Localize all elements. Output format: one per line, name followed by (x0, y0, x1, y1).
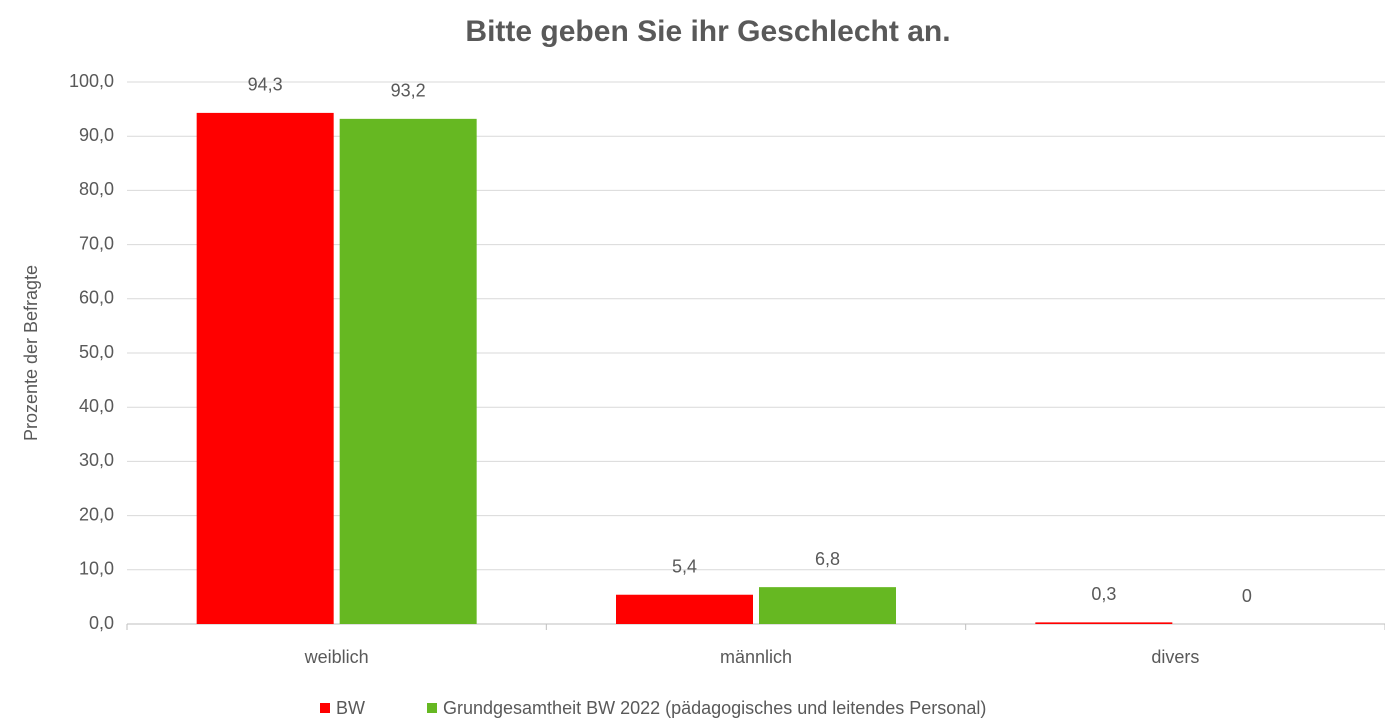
x-tick-label: divers (1151, 647, 1199, 667)
legend-swatch (320, 703, 330, 713)
y-tick-label: 30,0 (79, 450, 114, 470)
y-tick-label: 0,0 (89, 613, 114, 633)
data-label: 5,4 (672, 556, 697, 576)
y-tick-label: 90,0 (79, 125, 114, 145)
y-tick-label: 70,0 (79, 233, 114, 253)
chart-title: Bitte geben Sie ihr Geschlecht an. (465, 15, 950, 48)
x-tick-label: männlich (720, 647, 792, 667)
bar (616, 594, 753, 624)
y-axis-label: Prozente der Befragte (21, 265, 41, 441)
data-label: 94,3 (248, 75, 283, 95)
y-tick-label: 100,0 (69, 71, 114, 91)
legend-label: BW (336, 698, 365, 718)
y-tick-label: 80,0 (79, 179, 114, 199)
legend-swatch (427, 703, 437, 713)
data-label: 93,2 (391, 81, 426, 101)
data-label: 0,3 (1091, 584, 1116, 604)
bar (759, 587, 896, 624)
x-tick-label: weiblich (304, 647, 369, 667)
y-tick-label: 20,0 (79, 504, 114, 524)
legend-label: Grundgesamtheit BW 2022 (pädagogisches u… (443, 698, 986, 718)
y-tick-label: 50,0 (79, 342, 114, 362)
data-label: 6,8 (815, 549, 840, 569)
bar (1035, 622, 1173, 624)
data-label: 0 (1242, 586, 1252, 606)
bar (339, 118, 477, 624)
bar (196, 112, 334, 625)
y-tick-label: 10,0 (79, 559, 114, 579)
y-tick-label: 40,0 (79, 396, 114, 416)
y-tick-label: 60,0 (79, 288, 114, 308)
